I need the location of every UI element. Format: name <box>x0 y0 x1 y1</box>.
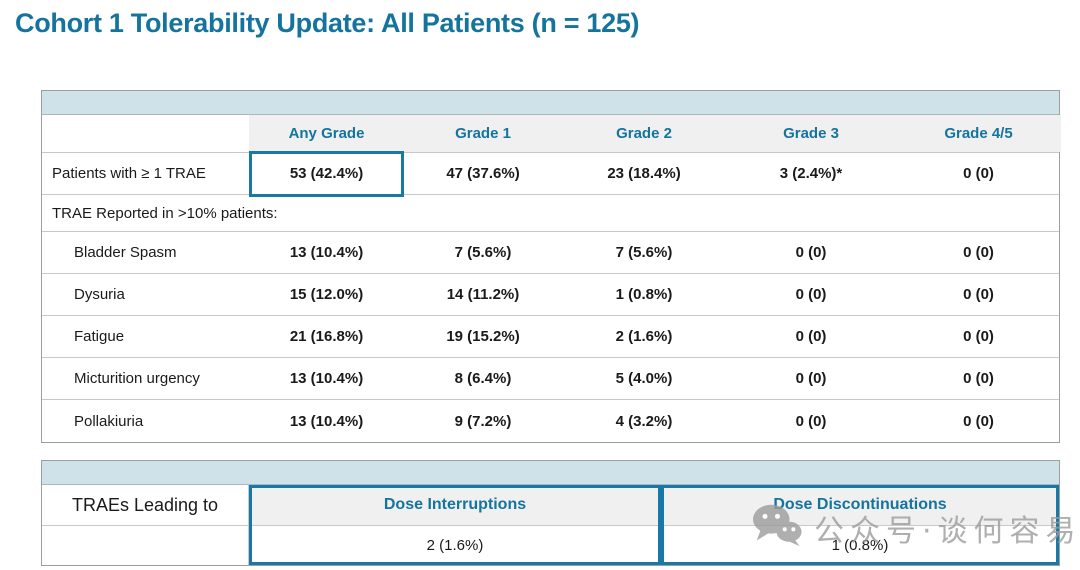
row-label: Pollakiuria <box>74 412 144 430</box>
value-cell: 7 (5.6%) <box>454 244 512 261</box>
row-label: Bladder Spasm <box>74 244 177 261</box>
value-cell: 0 (0) <box>963 244 994 261</box>
table-row-bladder-spasm: Bladder Spasm 13 (10.4%) 7 (5.6%) 7 (5.6… <box>42 232 1059 274</box>
value-cell: 0 (0) <box>795 244 827 261</box>
table-row-micturition-urgency: Micturition urgency 13 (10.4%) 8 (6.4%) … <box>42 358 1059 400</box>
header-empty-cell <box>42 115 249 152</box>
value-cell: 13 (10.4%) <box>289 244 364 261</box>
value-cell: 0 (0) <box>963 328 994 345</box>
value-cell: 0 (0) <box>795 370 827 387</box>
value-cell: 19 (15.2%) <box>446 328 520 345</box>
value-cell: 21 (16.8%) <box>289 328 364 345</box>
traes-leading-to-table: TRAEs Leading to Dose Interruptions Dose… <box>41 460 1060 566</box>
value-cell: 47 (37.6%) <box>446 165 520 182</box>
table-row-pollakiuria: Pollakiuria 13 (10.4%) 9 (7.2%) 4 (3.2%)… <box>42 400 1059 442</box>
value-cell: 2 (1.6%) <box>615 328 673 345</box>
trae-table-header-row: Any Grade Grade 1 Grade 2 Grade 3 Grade … <box>42 115 1061 153</box>
row-label: Fatigue <box>74 328 125 345</box>
column-header-dose-discontinuations: Dose Discontinuations <box>661 485 1059 525</box>
value-cell-dose-discontinuations: 1 (0.8%) <box>831 537 889 554</box>
section-label: TRAE Reported in >10% patients: <box>52 204 278 222</box>
value-cell: 23 (18.4%) <box>607 165 681 182</box>
column-header-grade-1: Grade 1 <box>404 115 562 152</box>
table-row-patients-with-trae: Patients with ≥ 1 TRAE 53 (42.4%) 47 (37… <box>42 151 1059 197</box>
table-row-fatigue: Fatigue 21 (16.8%) 19 (15.2%) 2 (1.6%) 0… <box>42 316 1059 358</box>
page-title: Cohort 1 Tolerability Update: All Patien… <box>15 8 640 38</box>
column-header-grade-4-5: Grade 4/5 <box>896 115 1061 152</box>
value-cell: 4 (3.2%) <box>615 412 673 430</box>
empty-cell <box>42 526 249 565</box>
value-cell: 7 (5.6%) <box>615 244 673 261</box>
value-cell-dose-interruptions: 2 (1.6%) <box>426 537 484 554</box>
column-header-dose-interruptions: Dose Interruptions <box>249 485 661 525</box>
value-cell: 1 (0.8%) <box>615 286 673 303</box>
leading-table-row-label: TRAEs Leading to <box>42 485 249 525</box>
highlighted-value-cell: 53 (42.4%) <box>249 151 404 197</box>
table-section-row: TRAE Reported in >10% patients: <box>42 195 1059 232</box>
row-label: Micturition urgency <box>74 370 200 387</box>
value-cell: 0 (0) <box>963 370 994 387</box>
trae-grade-table: Any Grade Grade 1 Grade 2 Grade 3 Grade … <box>41 90 1061 443</box>
value-cell: 13 (10.4%) <box>289 370 364 387</box>
table-top-band <box>42 91 1059 115</box>
value-cell: 9 (7.2%) <box>454 412 512 430</box>
value-cell: 14 (11.2%) <box>446 286 520 303</box>
value-cell: 3 (2.4%)* <box>779 165 843 182</box>
table-top-band <box>42 461 1059 485</box>
value-cell: 0 (0) <box>963 412 994 430</box>
value-cell: 5 (4.0%) <box>615 370 673 387</box>
value-cell: 0 (0) <box>795 412 827 430</box>
row-label: Patients with ≥ 1 TRAE <box>52 165 206 182</box>
row-label: Dysuria <box>74 286 125 303</box>
value-cell: 15 (12.0%) <box>289 286 364 303</box>
column-header-grade-3: Grade 3 <box>726 115 896 152</box>
value-cell: 0 (0) <box>795 328 827 345</box>
value-cell: 0 (0) <box>963 286 994 303</box>
value-cell: 0 (0) <box>963 165 994 182</box>
leading-table-header-row: TRAEs Leading to Dose Interruptions Dose… <box>42 485 1059 526</box>
leading-table-value-row: 2 (1.6%) 1 (0.8%) <box>42 526 1059 565</box>
value-cell: 13 (10.4%) <box>289 412 364 430</box>
value-cell: 0 (0) <box>795 286 827 303</box>
value-cell: 8 (6.4%) <box>454 370 512 387</box>
column-header-grade-2: Grade 2 <box>562 115 726 152</box>
table-row-dysuria: Dysuria 15 (12.0%) 14 (11.2%) 1 (0.8%) 0… <box>42 274 1059 316</box>
column-header-any-grade: Any Grade <box>249 115 404 152</box>
